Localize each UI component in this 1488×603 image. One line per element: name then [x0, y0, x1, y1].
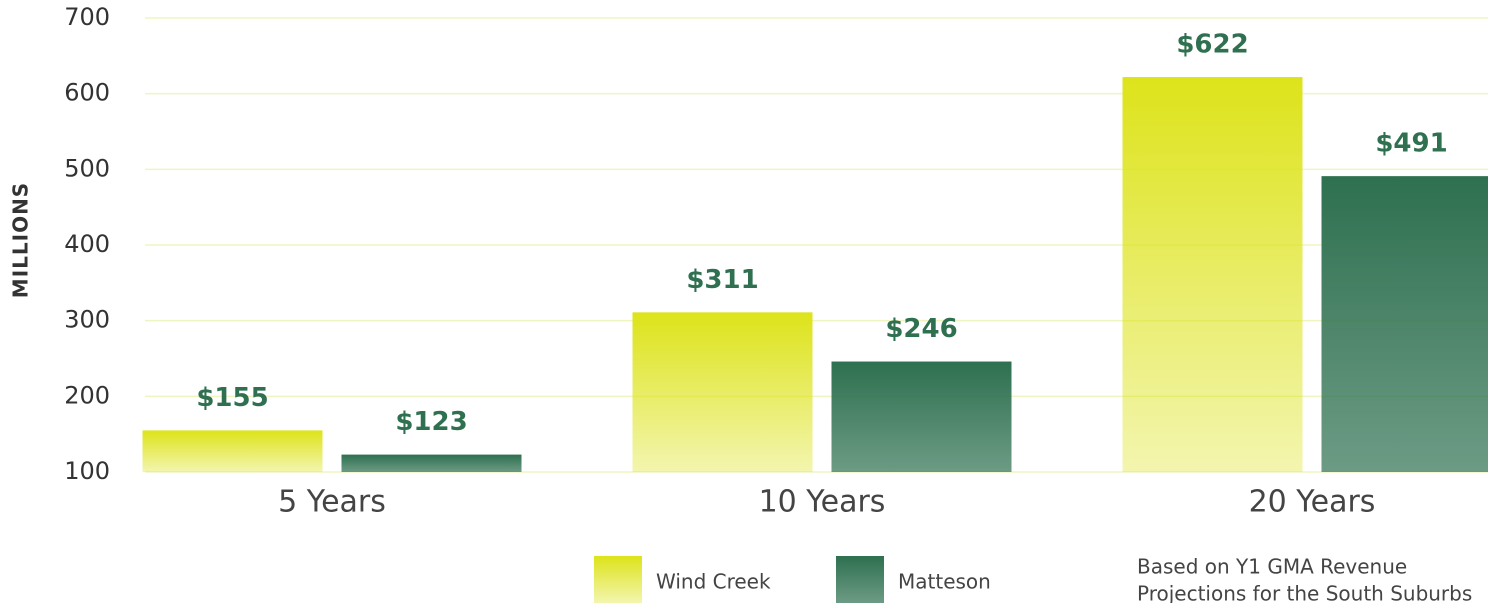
legend-swatch — [836, 556, 884, 603]
bar — [142, 430, 323, 472]
bar — [1122, 77, 1303, 473]
value-label: $246 — [885, 314, 957, 344]
x-tick-label: 5 Years — [278, 485, 386, 520]
y-tick-label: 600 — [64, 79, 110, 107]
y-tick-label: 300 — [64, 306, 110, 334]
note: Projections for the South Suburbs — [1137, 582, 1472, 603]
legend-label: Matteson — [898, 570, 991, 594]
y-tick-label: 700 — [64, 3, 110, 31]
value-label: $155 — [196, 383, 268, 413]
y-tick-label: 500 — [64, 154, 110, 182]
bar — [632, 312, 813, 472]
legend-label: Wind Creek — [656, 570, 771, 594]
legend-swatch — [594, 556, 642, 603]
y-tick-label: 200 — [64, 381, 110, 409]
bar — [1321, 176, 1488, 473]
bar — [341, 454, 522, 472]
x-tick-label: 20 Years — [1249, 485, 1376, 520]
value-label: $491 — [1375, 129, 1447, 159]
y-tick-label: 400 — [64, 230, 110, 258]
note: Based on Y1 GMA Revenue — [1137, 555, 1407, 579]
value-label: $123 — [395, 407, 467, 437]
x-tick-label: 10 Years — [759, 485, 886, 520]
value-label: $622 — [1176, 30, 1248, 60]
bar — [831, 361, 1012, 472]
y-tick-label: 100 — [64, 457, 110, 485]
value-label: $311 — [686, 265, 758, 295]
y-axis-label: MILLIONS — [9, 182, 33, 298]
